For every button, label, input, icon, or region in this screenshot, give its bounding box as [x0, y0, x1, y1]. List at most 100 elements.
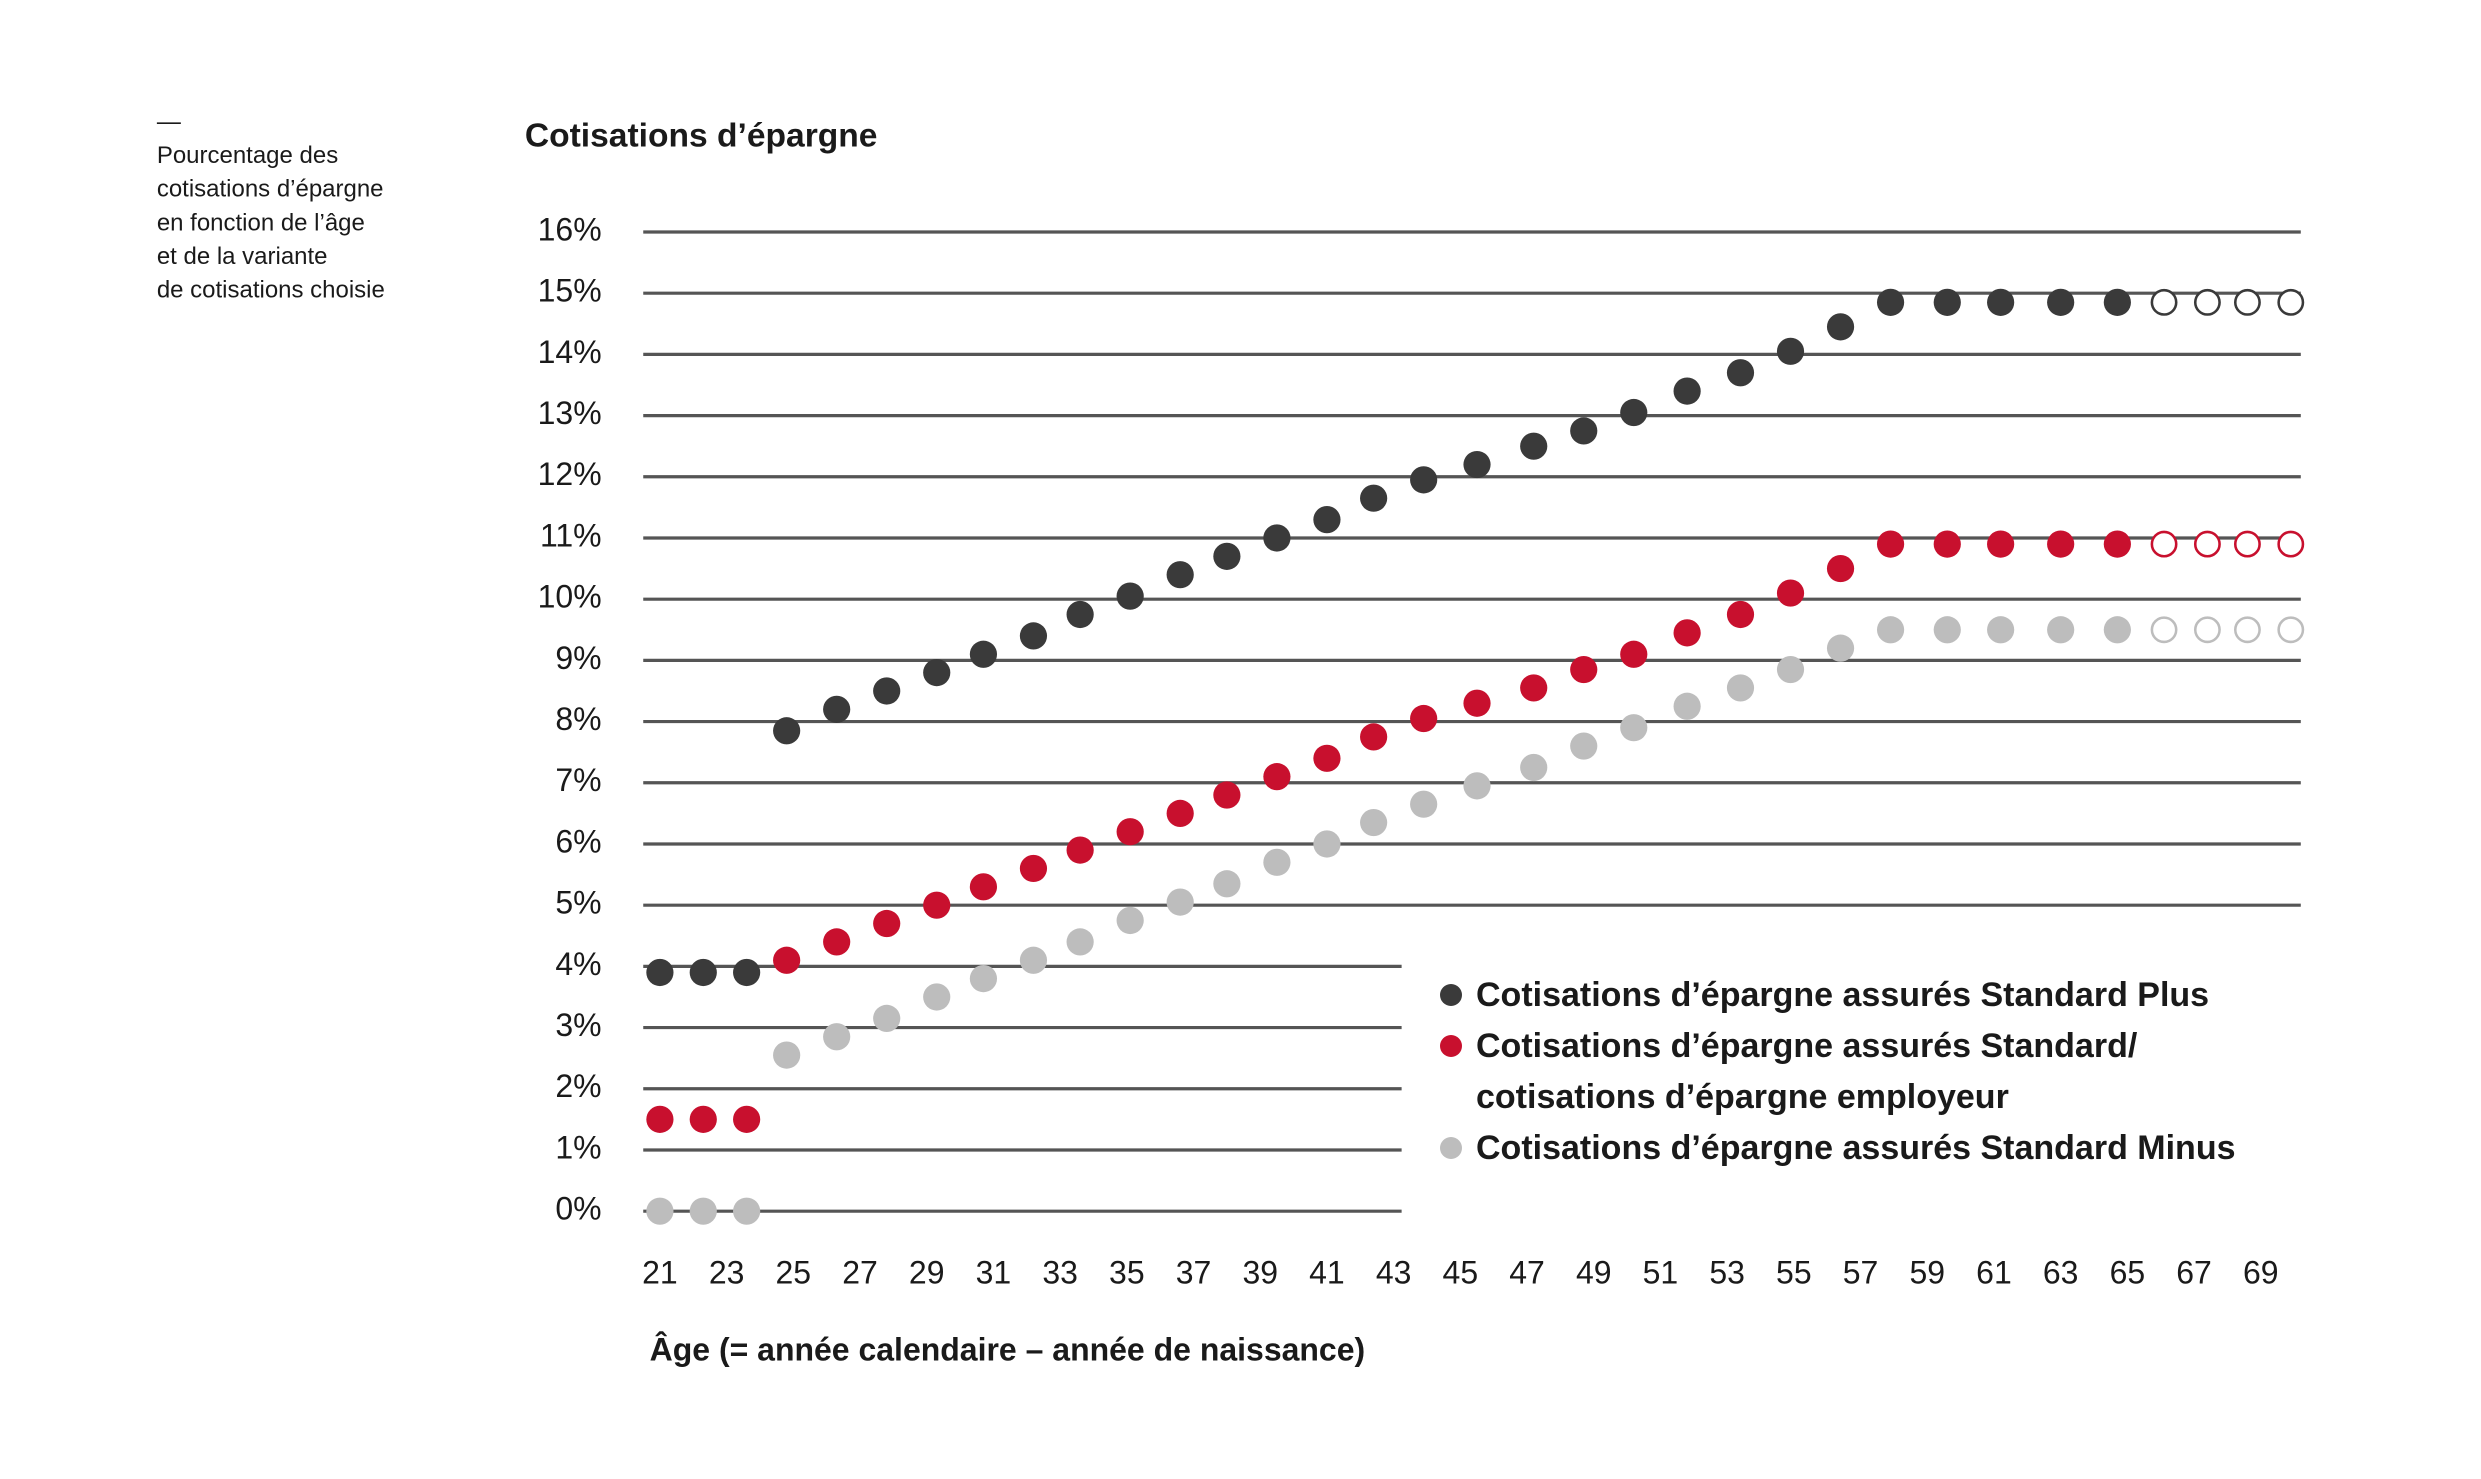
- data-point: [1116, 818, 1144, 846]
- data-point: [1726, 359, 1755, 387]
- x-tick-label: 51: [1643, 1255, 1679, 1291]
- data-point: [1876, 288, 1905, 316]
- data-point: [2150, 530, 2178, 558]
- data-point: [1876, 616, 1905, 644]
- data-point: [2150, 616, 2178, 644]
- y-tick-label: 1%: [555, 1129, 601, 1165]
- legend-marker: [1440, 1137, 1462, 1159]
- note-dash: —: [157, 109, 181, 136]
- data-point: [733, 958, 761, 987]
- x-tick-label: 63: [2043, 1255, 2079, 1291]
- y-tick-label: 15%: [538, 273, 602, 309]
- data-point: [969, 640, 998, 668]
- data-point: [1463, 772, 1491, 800]
- y-tick-label: 2%: [555, 1068, 601, 1104]
- data-point: [1019, 854, 1048, 883]
- legend-label: Cotisations d’épargne assurés Standard P…: [1476, 976, 2210, 1014]
- y-tick-label: 6%: [555, 823, 601, 859]
- legend: Cotisations d’épargne assurés Standard P…: [1440, 970, 2320, 1174]
- x-tick-label: 37: [1176, 1255, 1212, 1291]
- note-line: en fonction de l’âge: [157, 209, 365, 236]
- data-point: [1987, 616, 2015, 644]
- data-point: [2103, 616, 2131, 644]
- chart-title: Cotisations d’épargne: [525, 117, 878, 154]
- data-point: [823, 928, 851, 956]
- data-point: [1360, 484, 1388, 512]
- data-point: [2150, 288, 2178, 316]
- data-point: [1166, 799, 1194, 827]
- x-tick-label: 49: [1576, 1255, 1612, 1291]
- data-point: [2193, 616, 2221, 644]
- data-point: [733, 1105, 761, 1133]
- data-point: [1066, 600, 1094, 629]
- legend-item: Cotisations d’épargne assurés Standard/ …: [1440, 1021, 2320, 1123]
- data-point: [646, 958, 674, 987]
- data-point: [2233, 616, 2261, 644]
- data-point: [1213, 870, 1241, 898]
- y-tick-label: 7%: [555, 762, 601, 798]
- data-point: [2047, 530, 2075, 558]
- x-tick-label: 39: [1242, 1255, 1278, 1291]
- x-tick-label: 57: [1843, 1255, 1879, 1291]
- data-point: [1410, 790, 1438, 818]
- data-point: [1019, 622, 1048, 650]
- data-point: [689, 1105, 717, 1133]
- data-point: [773, 1041, 801, 1069]
- legend-item: Cotisations d’épargne assurés Standard M…: [1440, 1123, 2320, 1174]
- data-point: [1826, 554, 1855, 583]
- x-tick-label: 29: [909, 1255, 945, 1291]
- x-tick-label: 61: [1976, 1255, 2012, 1291]
- legend-label: Cotisations d’épargne assurés Standard/ …: [1476, 1027, 2138, 1116]
- data-point: [1987, 530, 2015, 558]
- data-point: [1019, 946, 1048, 974]
- data-point: [1570, 417, 1598, 445]
- x-tick-label: 31: [976, 1255, 1012, 1291]
- data-point: [773, 946, 801, 974]
- data-point: [873, 1004, 901, 1032]
- data-point: [1933, 616, 1961, 644]
- data-point: [1213, 542, 1241, 570]
- note-line: cotisations d’épargne: [157, 176, 384, 203]
- data-point: [1726, 600, 1755, 629]
- legend-marker: [1440, 1035, 1462, 1057]
- legend-marker: [1440, 984, 1462, 1006]
- data-point: [2233, 288, 2261, 316]
- data-point: [1463, 689, 1491, 717]
- note-line: et de la variante: [157, 243, 328, 270]
- data-point: [2047, 616, 2075, 644]
- data-point: [1116, 582, 1144, 610]
- data-point: [1410, 704, 1438, 733]
- data-point: [1263, 524, 1291, 552]
- data-point: [2277, 288, 2305, 316]
- data-point: [646, 1105, 674, 1133]
- data-point: [923, 659, 951, 687]
- data-point: [1776, 579, 1805, 607]
- x-tick-label: 69: [2243, 1255, 2279, 1291]
- data-point: [2103, 530, 2131, 558]
- data-point: [1826, 634, 1855, 662]
- data-point: [1066, 928, 1094, 956]
- data-point: [1933, 530, 1961, 558]
- y-tick-label: 3%: [555, 1007, 601, 1043]
- data-point: [2277, 616, 2305, 644]
- data-point: [1410, 466, 1438, 494]
- x-tick-label: 33: [1042, 1255, 1078, 1291]
- data-point: [689, 1197, 717, 1225]
- data-point: [1570, 732, 1598, 760]
- note-line: de cotisations choisie: [157, 277, 385, 304]
- data-point: [823, 695, 851, 723]
- data-point: [1463, 450, 1491, 479]
- x-tick-label: 65: [2110, 1255, 2146, 1291]
- data-point: [1826, 313, 1855, 341]
- x-tick-label: 53: [1709, 1255, 1745, 1291]
- x-tick-label: 41: [1309, 1255, 1345, 1291]
- data-point: [873, 909, 901, 938]
- x-tick-label: 25: [776, 1255, 812, 1291]
- y-tick-label: 4%: [555, 946, 601, 982]
- data-point: [1520, 432, 1548, 460]
- data-point: [689, 958, 717, 987]
- data-point: [1520, 753, 1548, 782]
- data-point: [1263, 763, 1291, 791]
- data-point: [1876, 530, 1905, 558]
